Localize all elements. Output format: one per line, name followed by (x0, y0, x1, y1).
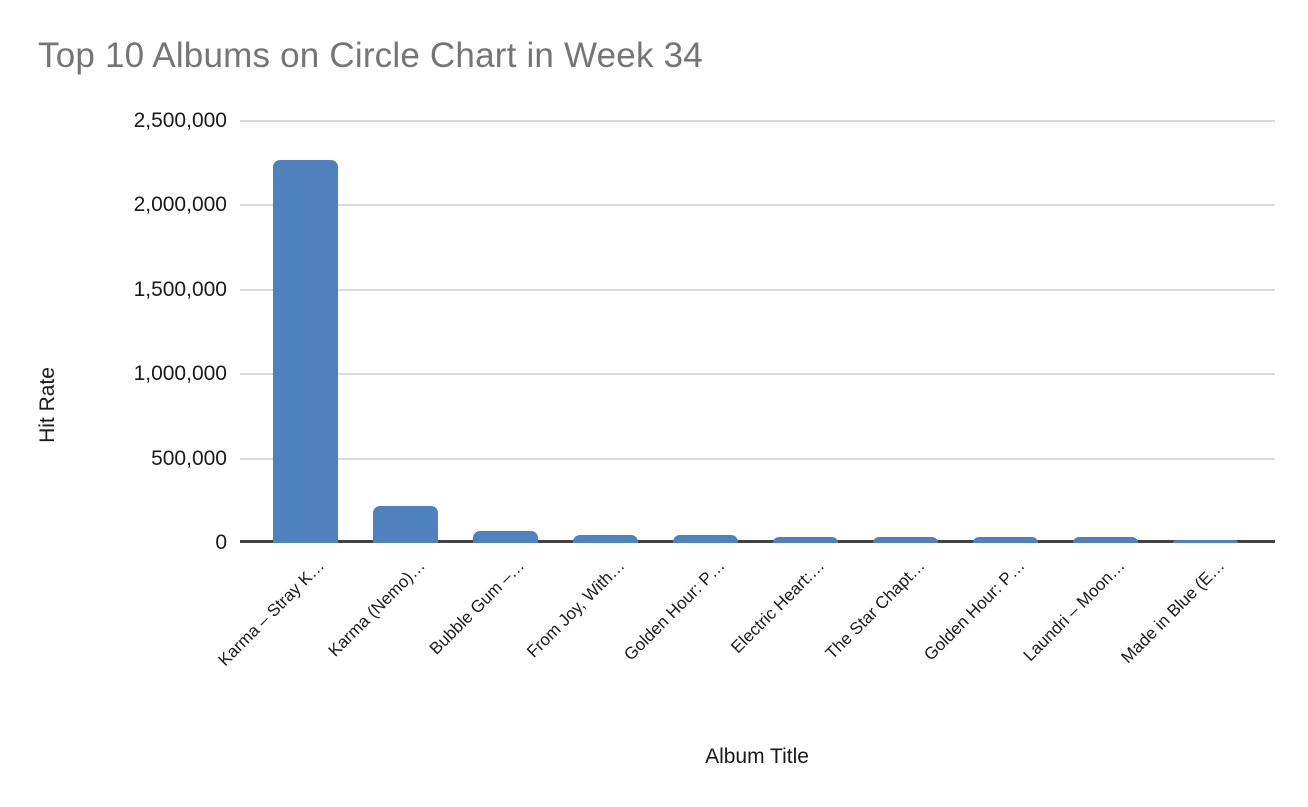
y-tick-label: 500,000 (151, 446, 227, 470)
bar-3 (472, 531, 538, 543)
y-tick-label: 0 (215, 531, 227, 554)
gridline (240, 288, 1275, 291)
bar-1 (272, 159, 338, 543)
gridline (240, 457, 1275, 460)
x-tick-label: Laundri – Moon… (1019, 556, 1129, 665)
x-axis-line (240, 540, 1275, 543)
x-axis-title: Album Title (705, 745, 809, 768)
bar-9 (1072, 537, 1138, 543)
x-tick-label: From Joy, With… (523, 556, 629, 662)
bar-6 (772, 537, 838, 543)
x-tick-label: Golden Hour: P… (620, 556, 729, 665)
y-tick-label: 1,500,000 (133, 277, 227, 301)
x-tick-label: The Star Chapt… (821, 556, 929, 663)
y-tick-label: 2,000,000 (133, 193, 227, 217)
gridline (240, 120, 1275, 122)
y-tick-label: 2,500,000 (133, 109, 227, 132)
bar-2 (372, 505, 438, 543)
bar-8 (972, 537, 1038, 543)
chart-title: Top 10 Albums on Circle Chart in Week 34 (38, 36, 703, 75)
bar-10 (1172, 539, 1238, 543)
bar-7 (872, 537, 938, 543)
x-tick-label: Golden Hour: P… (920, 556, 1029, 665)
bar-5 (672, 535, 738, 543)
x-tick-label: Bubble Gum –… (426, 556, 529, 659)
gridline (240, 204, 1275, 207)
bar-4 (572, 535, 638, 543)
x-tick-label: Electric Heart:… (727, 556, 829, 657)
gridline (240, 373, 1275, 376)
x-tick-label: Karma (Nemo)… (324, 556, 429, 661)
plot-area (240, 120, 1275, 543)
x-tick-label: Karma – Stray K… (214, 556, 329, 670)
x-tick-label: Made in Blue (E… (1117, 556, 1229, 667)
y-tick-label: 1,000,000 (133, 362, 227, 386)
